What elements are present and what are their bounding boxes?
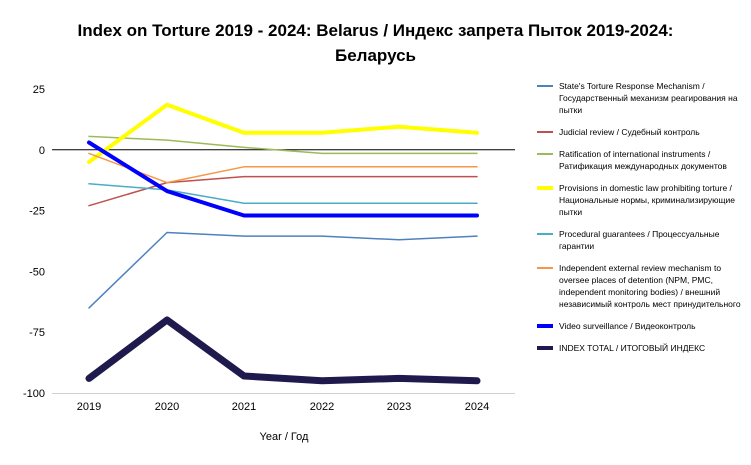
x-tick-label: 2021: [232, 401, 256, 413]
chart-title: Index on Torture 2019 - 2024: Belarus / …: [0, 18, 751, 68]
series-line-5: [88, 183, 478, 205]
legend-swatch: [537, 346, 553, 350]
legend-label: Independent external review mechanism to…: [559, 263, 741, 309]
legend-swatch: [537, 153, 553, 155]
legend-item: Independent external review mechanism to…: [535, 262, 745, 310]
legend-item: INDEX TOTAL / ИТОГОВЫЙ ИНДЕКС: [535, 342, 745, 354]
legend-label: Provisions in domestic law prohibiting t…: [559, 183, 736, 217]
y-tick-label: 25: [33, 84, 45, 96]
legend-label: State's Torture Response Mechanism / Гос…: [559, 81, 738, 115]
series-line-4: [87, 102, 479, 164]
y-tick-label: -75: [29, 327, 45, 339]
x-tick-label: 2019: [77, 401, 101, 413]
legend-item: State's Torture Response Mechanism / Гос…: [535, 80, 745, 116]
chart-title-line-1: Index on Torture 2019 - 2024: Belarus / …: [77, 21, 674, 40]
legend-swatch: [537, 186, 553, 190]
legend-item: Judicial review / Судебный контроль: [535, 126, 745, 138]
legend-item: Provisions in domestic law prohibiting t…: [535, 182, 745, 218]
legend-swatch: [537, 267, 553, 269]
legend-item: Video surveillance / Видеоконтроль: [535, 320, 745, 332]
series-line-6: [88, 152, 478, 184]
x-tick-label: 2023: [387, 401, 411, 413]
legend-label: Video surveillance / Видеоконтроль: [559, 321, 696, 331]
x-tick-label: 2024: [465, 401, 489, 413]
legend-item: Procedural guarantees / Процессуальные г…: [535, 228, 745, 252]
chart-legend: State's Torture Response Mechanism / Гос…: [535, 80, 745, 364]
series-line-2: [88, 175, 478, 207]
legend-label: Judicial review / Судебный контроль: [559, 127, 700, 137]
x-tick-label: 2022: [310, 401, 334, 413]
legend-swatch: [537, 131, 553, 133]
series-line-1: [88, 231, 478, 309]
legend-label: Procedural guarantees / Процессуальные г…: [559, 229, 720, 251]
y-tick-label: -50: [29, 266, 45, 278]
chart-title-line-2: Беларусь: [334, 46, 417, 65]
legend-swatch: [537, 233, 553, 235]
series-line-7: [87, 140, 479, 218]
x-axis-title: Year / Год: [260, 431, 309, 443]
series-line-3: [88, 135, 478, 155]
y-tick-label: 0: [39, 145, 45, 157]
legend-label: INDEX TOTAL / ИТОГОВЫЙ ИНДЕКС: [559, 343, 706, 353]
legend-swatch: [537, 85, 553, 87]
x-tick-label: 2020: [155, 401, 179, 413]
series-line-8: [85, 316, 481, 385]
legend-label: Ratification of international instrument…: [559, 149, 727, 171]
legend-item: Ratification of international instrument…: [535, 148, 745, 172]
y-tick-label: -25: [29, 206, 45, 218]
legend-swatch: [537, 324, 553, 328]
y-tick-label: -100: [23, 388, 45, 400]
